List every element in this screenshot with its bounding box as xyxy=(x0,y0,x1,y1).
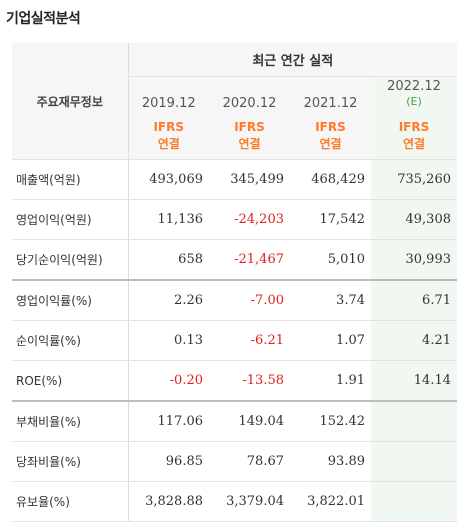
value-cell: 14.14 xyxy=(371,360,457,402)
table-row: 당좌비율(%) 96.85 78.67 93.89 xyxy=(12,441,457,482)
table-row: 영업이익(억원) 11,136 -24,203 17,542 49,308 xyxy=(12,199,457,240)
basis-cell: IFRS 연결 xyxy=(127,113,209,160)
value-cell: 117.06 xyxy=(127,400,209,442)
table-row: ROE(%) -0.20 -13.58 1.91 14.14 xyxy=(12,360,457,402)
value-cell: 93.89 xyxy=(290,441,371,482)
row-label: 순이익률(%) xyxy=(12,320,128,361)
table-row: 부채비율(%) 117.06 149.04 152.42 xyxy=(12,400,457,442)
value-cell: 4.21 xyxy=(371,320,457,361)
value-cell: 493,069 xyxy=(127,159,209,200)
financial-summary-table: 주요재무정보 최근 연간 실적 2019.12 2020.12 2021.12 … xyxy=(12,43,457,522)
basis-cell: IFRS 연결 xyxy=(371,113,457,160)
value-cell: -6.21 xyxy=(209,320,290,361)
value-cell: -13.58 xyxy=(209,360,290,402)
period-label: 2022.12 xyxy=(387,79,441,94)
basis-cell: IFRS 연결 xyxy=(209,113,290,160)
value-cell: 658 xyxy=(127,239,209,281)
value-cell: 468,429 xyxy=(290,159,371,200)
value-cell: 149.04 xyxy=(209,400,290,442)
value-cell: 3,379.04 xyxy=(209,481,290,522)
period-header-estimate: 2022.12 (E) xyxy=(371,76,457,113)
row-label: 당좌비율(%) xyxy=(12,441,128,482)
basis-standard: IFRS xyxy=(153,120,185,134)
basis-scope: 연결 xyxy=(157,137,180,151)
estimate-mark: (E) xyxy=(406,95,422,108)
value-cell: 2.26 xyxy=(127,279,209,321)
value-cell: 17,542 xyxy=(290,199,371,240)
value-cell: 735,260 xyxy=(371,159,457,200)
value-cell xyxy=(371,400,457,442)
row-label: 영업이익(억원) xyxy=(12,199,128,240)
page-title: 기업실적분석 xyxy=(6,11,81,27)
basis-scope: 연결 xyxy=(238,137,261,151)
table-row: 순이익률(%) 0.13 -6.21 1.07 4.21 xyxy=(12,320,457,361)
value-cell: -0.20 xyxy=(127,360,209,402)
row-label: 매출액(억원) xyxy=(12,159,128,200)
value-cell: 152.42 xyxy=(290,400,371,442)
period-header: 2021.12 xyxy=(290,76,371,113)
value-cell: 30,993 xyxy=(371,239,457,281)
value-cell: 78.67 xyxy=(209,441,290,482)
corner-label: 주요재무정보 xyxy=(12,43,128,160)
basis-standard: IFRS xyxy=(234,120,265,134)
value-cell: 5,010 xyxy=(290,239,371,281)
basis-cell: IFRS 연결 xyxy=(290,113,371,160)
value-cell: 0.13 xyxy=(127,320,209,361)
value-cell: 11,136 xyxy=(127,199,209,240)
row-label: 부채비율(%) xyxy=(12,400,128,442)
main-header: 최근 연간 실적 xyxy=(127,43,457,77)
value-cell: 1.91 xyxy=(290,360,371,402)
table-row: 영업이익률(%) 2.26 -7.00 3.74 6.71 xyxy=(12,279,457,321)
value-cell: -24,203 xyxy=(209,199,290,240)
row-label: 영업이익률(%) xyxy=(12,279,128,321)
value-cell: -21,467 xyxy=(209,239,290,281)
row-label: ROE(%) xyxy=(12,360,128,402)
value-cell xyxy=(371,441,457,482)
row-label: 유보율(%) xyxy=(12,481,128,522)
table-row: 당기순이익(억원) 658 -21,467 5,010 30,993 xyxy=(12,239,457,281)
value-cell: 3.74 xyxy=(290,279,371,321)
table-body: 매출액(억원) 493,069 345,499 468,429 735,260 영업이익(… xyxy=(12,159,457,522)
basis-standard: IFRS xyxy=(398,120,430,134)
value-cell: 1.07 xyxy=(290,320,371,361)
period-header: 2019.12 xyxy=(127,76,209,113)
value-cell: -7.00 xyxy=(209,279,290,321)
value-cell: 3,828.88 xyxy=(127,481,209,522)
basis-standard: IFRS xyxy=(315,120,346,134)
value-cell: 49,308 xyxy=(371,199,457,240)
row-label: 당기순이익(억원) xyxy=(12,239,128,281)
value-cell: 3,822.01 xyxy=(290,481,371,522)
basis-scope: 연결 xyxy=(319,137,342,151)
table-row: 유보율(%) 3,828.88 3,379.04 3,822.01 xyxy=(12,481,457,522)
period-header: 2020.12 xyxy=(209,76,290,113)
basis-scope: 연결 xyxy=(402,137,426,151)
table-row: 매출액(억원) 493,069 345,499 468,429 735,260 xyxy=(12,159,457,200)
value-cell: 345,499 xyxy=(209,159,290,200)
value-cell: 6.71 xyxy=(371,279,457,321)
value-cell xyxy=(371,481,457,522)
value-cell: 96.85 xyxy=(127,441,209,482)
